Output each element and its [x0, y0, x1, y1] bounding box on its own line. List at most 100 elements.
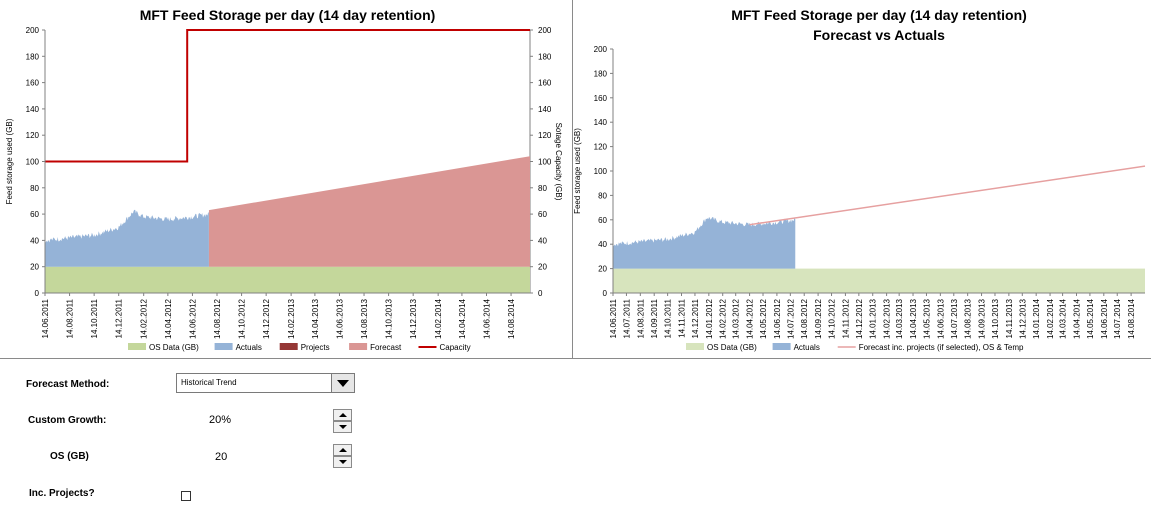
- os-stepper[interactable]: [333, 444, 352, 468]
- x-tick-label: 14.10.2013: [991, 298, 1000, 339]
- x-tick-label: 14.06.2013: [335, 298, 344, 339]
- chevron-down-icon[interactable]: [331, 374, 354, 392]
- x-tick-label: 14.11.2011: [678, 298, 687, 337]
- y-tick-label: 100: [26, 158, 40, 167]
- legend-swatch: [128, 343, 146, 350]
- x-tick-label: 14.07.2013: [950, 298, 959, 339]
- inc-projects-checkbox[interactable]: [181, 491, 191, 501]
- x-tick-label: 14.08.2011: [66, 298, 75, 338]
- legend-label: Projects: [301, 343, 330, 352]
- y-tick-label: 120: [26, 131, 40, 140]
- capacity-line: [45, 29, 530, 163]
- x-tick-label: 14.06.2014: [1100, 298, 1109, 339]
- os-data-area: [613, 268, 1145, 293]
- x-tick-label: 14.02.2012: [140, 298, 149, 339]
- custom-growth-down-icon[interactable]: [333, 421, 352, 433]
- legend-label: Actuals: [794, 343, 820, 352]
- x-tick-label: 14.08.2011: [636, 298, 645, 338]
- x-tick-label: 14.07.2014: [1113, 298, 1122, 339]
- x-tick-label: 14.03.2012: [732, 298, 741, 339]
- y2-tick-label: 60: [538, 210, 547, 219]
- y-tick-label: 40: [598, 240, 607, 249]
- legend-swatch: [772, 343, 791, 350]
- y-tick-label: 140: [594, 118, 608, 127]
- x-tick-label: 14.04.2013: [909, 298, 918, 339]
- forecast-method-label: Forecast Method:: [26, 379, 110, 390]
- x-tick-label: 14.09.2013: [978, 298, 987, 339]
- custom-growth-label: Custom Growth:: [28, 415, 107, 426]
- x-tick-label: 14.06.2012: [773, 298, 782, 339]
- x-tick-label: 14.08.2013: [360, 298, 369, 339]
- x-tick-label: 14.04.2013: [311, 298, 320, 339]
- y2-tick-label: 140: [538, 105, 552, 114]
- inc-projects-label: Inc. Projects?: [29, 488, 95, 499]
- x-tick-label: 14.08.2014: [1127, 298, 1136, 339]
- y-axis-label: Feed storage used (GB): [5, 118, 14, 204]
- x-tick-label: 14.02.2013: [287, 298, 296, 339]
- x-tick-label: 14.05.2012: [759, 298, 768, 339]
- y-tick-label: 180: [594, 69, 608, 78]
- x-tick-label: 14.06.2012: [188, 298, 197, 339]
- legend-label: Forecast inc. projects (if selected), OS…: [859, 343, 1024, 352]
- x-tick-label: 14.10.2012: [828, 298, 837, 339]
- y-tick-label: 120: [594, 143, 608, 152]
- x-tick-label: 14.02.2012: [719, 298, 728, 339]
- y-tick-label: 40: [30, 236, 39, 245]
- x-tick-label: 14.06.2013: [936, 298, 945, 339]
- x-tick-label: 14.08.2013: [964, 298, 973, 339]
- actuals-area: [45, 209, 209, 267]
- x-tick-label: 14.04.2014: [1072, 298, 1081, 339]
- y2-tick-label: 180: [538, 52, 552, 61]
- x-tick-label: 14.06.2011: [41, 298, 50, 338]
- x-tick-label: 14.10.2013: [385, 298, 394, 339]
- legend-label: OS Data (GB): [707, 343, 757, 352]
- y2-tick-label: 40: [538, 236, 547, 245]
- x-tick-label: 14.07.2011: [622, 298, 631, 338]
- y2-tick-label: 120: [538, 131, 552, 140]
- os-up-icon[interactable]: [333, 444, 352, 456]
- chart-title: MFT Feed Storage per day (14 day retenti…: [731, 7, 1027, 23]
- x-tick-label: 14.07.2012: [786, 298, 795, 339]
- os-label: OS (GB): [50, 451, 89, 462]
- custom-growth-stepper[interactable]: [333, 409, 352, 433]
- legend-swatch: [349, 343, 368, 350]
- y2-axis-label: Sotage Capacity (GB): [554, 123, 563, 201]
- x-tick-label: 14.12.2011: [691, 298, 700, 338]
- x-tick-label: 14.10.2011: [664, 298, 673, 338]
- forecast-method-select[interactable]: Historical Trend: [176, 373, 355, 393]
- y2-tick-label: 20: [538, 263, 547, 272]
- y2-tick-label: 0: [538, 289, 543, 298]
- x-tick-label: 14.08.2012: [800, 298, 809, 339]
- y2-tick-label: 80: [538, 184, 547, 193]
- os-data-area: [45, 266, 530, 293]
- forecast-vs-actuals-chart: MFT Feed Storage per day (14 day retenti…: [573, 0, 1151, 359]
- legend-label: Actuals: [236, 343, 262, 352]
- y-tick-label: 100: [594, 167, 608, 176]
- storage-chart-svg: MFT Feed Storage per day (14 day retenti…: [5, 7, 563, 352]
- x-tick-label: 14.05.2014: [1086, 298, 1095, 339]
- y-tick-label: 160: [594, 94, 608, 103]
- x-tick-label: 14.06.2014: [482, 298, 491, 339]
- legend-label: OS Data (GB): [149, 343, 199, 352]
- legend-swatch: [686, 343, 704, 350]
- forecast-method-value: Historical Trend: [181, 378, 237, 387]
- x-tick-label: 14.12.2012: [855, 298, 864, 339]
- x-tick-label: 14.10.2012: [238, 298, 247, 339]
- y-tick-label: 0: [603, 289, 608, 298]
- x-tick-label: 14.06.2011: [609, 298, 618, 338]
- y-tick-label: 160: [26, 79, 40, 88]
- x-tick-label: 14.09.2012: [814, 298, 823, 339]
- x-tick-label: 14.08.2012: [213, 298, 222, 339]
- custom-growth-up-icon[interactable]: [333, 409, 352, 421]
- y-tick-label: 80: [598, 191, 607, 200]
- x-tick-label: 14.02.2013: [883, 298, 892, 339]
- forecast-vs-actuals-chart-svg: MFT Feed Storage per day (14 day retenti…: [573, 7, 1146, 352]
- x-tick-label: 14.01.2012: [705, 298, 714, 339]
- x-tick-label: 14.02.2014: [1046, 298, 1055, 339]
- x-tick-label: 14.04.2012: [746, 298, 755, 339]
- storage-chart: MFT Feed Storage per day (14 day retenti…: [0, 0, 573, 359]
- os-down-icon[interactable]: [333, 456, 352, 468]
- y-tick-label: 20: [30, 263, 39, 272]
- legend-label: Capacity: [440, 343, 471, 352]
- y-axis-label: Feed storage used (GB): [573, 128, 582, 214]
